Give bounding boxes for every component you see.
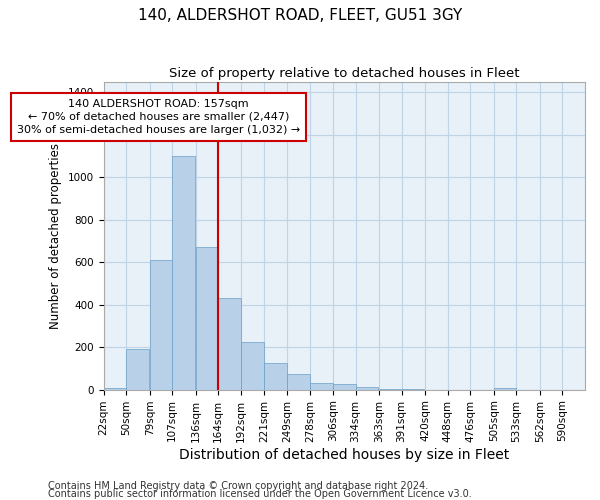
Bar [310,384,333,390]
Text: 140, ALDERSHOT ROAD, FLEET, GU51 3GY: 140, ALDERSHOT ROAD, FLEET, GU51 3GY [138,8,462,22]
Bar [241,342,263,390]
Bar [356,386,378,390]
Bar [126,350,149,390]
Bar [149,260,172,390]
Text: Contains public sector information licensed under the Open Government Licence v3: Contains public sector information licen… [48,489,472,499]
Bar [218,298,241,390]
Bar [379,388,401,390]
Bar [494,388,517,390]
Bar [104,388,126,390]
Bar [265,363,287,390]
Bar [401,388,424,390]
Y-axis label: Number of detached properties: Number of detached properties [49,142,62,328]
X-axis label: Distribution of detached houses by size in Fleet: Distribution of detached houses by size … [179,448,509,462]
Bar [196,248,218,390]
Bar [172,156,195,390]
Bar [287,374,310,390]
Text: Contains HM Land Registry data © Crown copyright and database right 2024.: Contains HM Land Registry data © Crown c… [48,481,428,491]
Bar [333,384,356,390]
Text: 140 ALDERSHOT ROAD: 157sqm
← 70% of detached houses are smaller (2,447)
30% of s: 140 ALDERSHOT ROAD: 157sqm ← 70% of deta… [17,98,300,135]
Title: Size of property relative to detached houses in Fleet: Size of property relative to detached ho… [169,68,520,80]
